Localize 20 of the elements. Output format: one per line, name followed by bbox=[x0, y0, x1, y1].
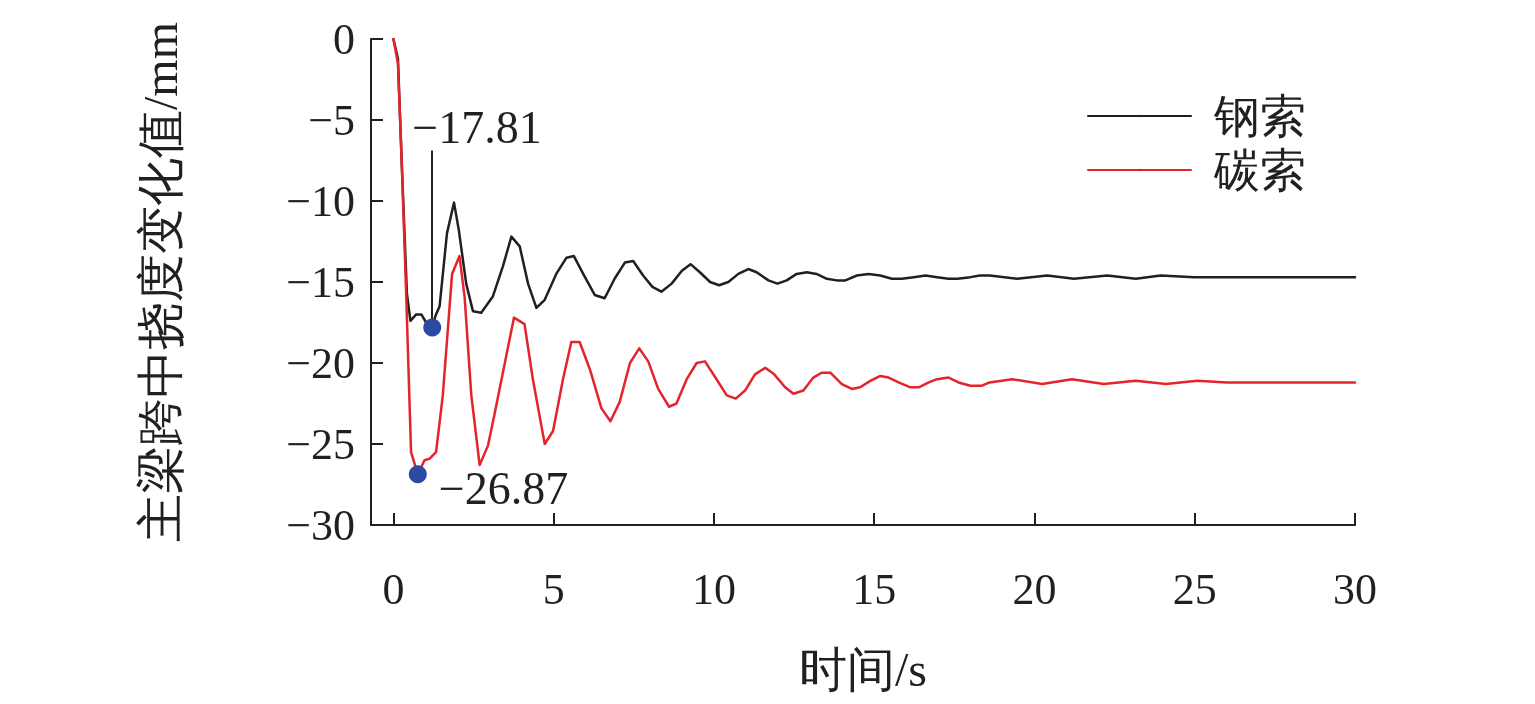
y-tick-label: −30 bbox=[286, 500, 355, 550]
y-tick-label: −20 bbox=[286, 338, 355, 388]
y-tick-label: 0 bbox=[333, 14, 355, 64]
x-tick-label: 25 bbox=[1172, 564, 1217, 614]
x-tick-label: 0 bbox=[382, 564, 405, 614]
legend-label: 碳索 bbox=[1213, 144, 1306, 196]
y-tick-label: −15 bbox=[286, 257, 355, 307]
annotation: −17.81 bbox=[412, 102, 542, 154]
legend-label: 钢索 bbox=[1213, 90, 1306, 142]
y-tick-label: −25 bbox=[286, 419, 355, 469]
x-axis-title: 时间/s bbox=[798, 642, 928, 696]
y-tick-label: −10 bbox=[286, 176, 355, 226]
y-axis-title: 主梁跨中挠度变化值/mm bbox=[133, 21, 187, 543]
x-tick-label: 5 bbox=[542, 564, 565, 614]
y-tick-label: −5 bbox=[308, 95, 355, 145]
x-tick-label: 15 bbox=[852, 564, 897, 614]
annotation: −26.87 bbox=[438, 462, 569, 514]
x-tick-label: 20 bbox=[1012, 564, 1057, 614]
x-tick-label: 30 bbox=[1333, 564, 1377, 614]
x-tick-label: 10 bbox=[691, 564, 736, 614]
